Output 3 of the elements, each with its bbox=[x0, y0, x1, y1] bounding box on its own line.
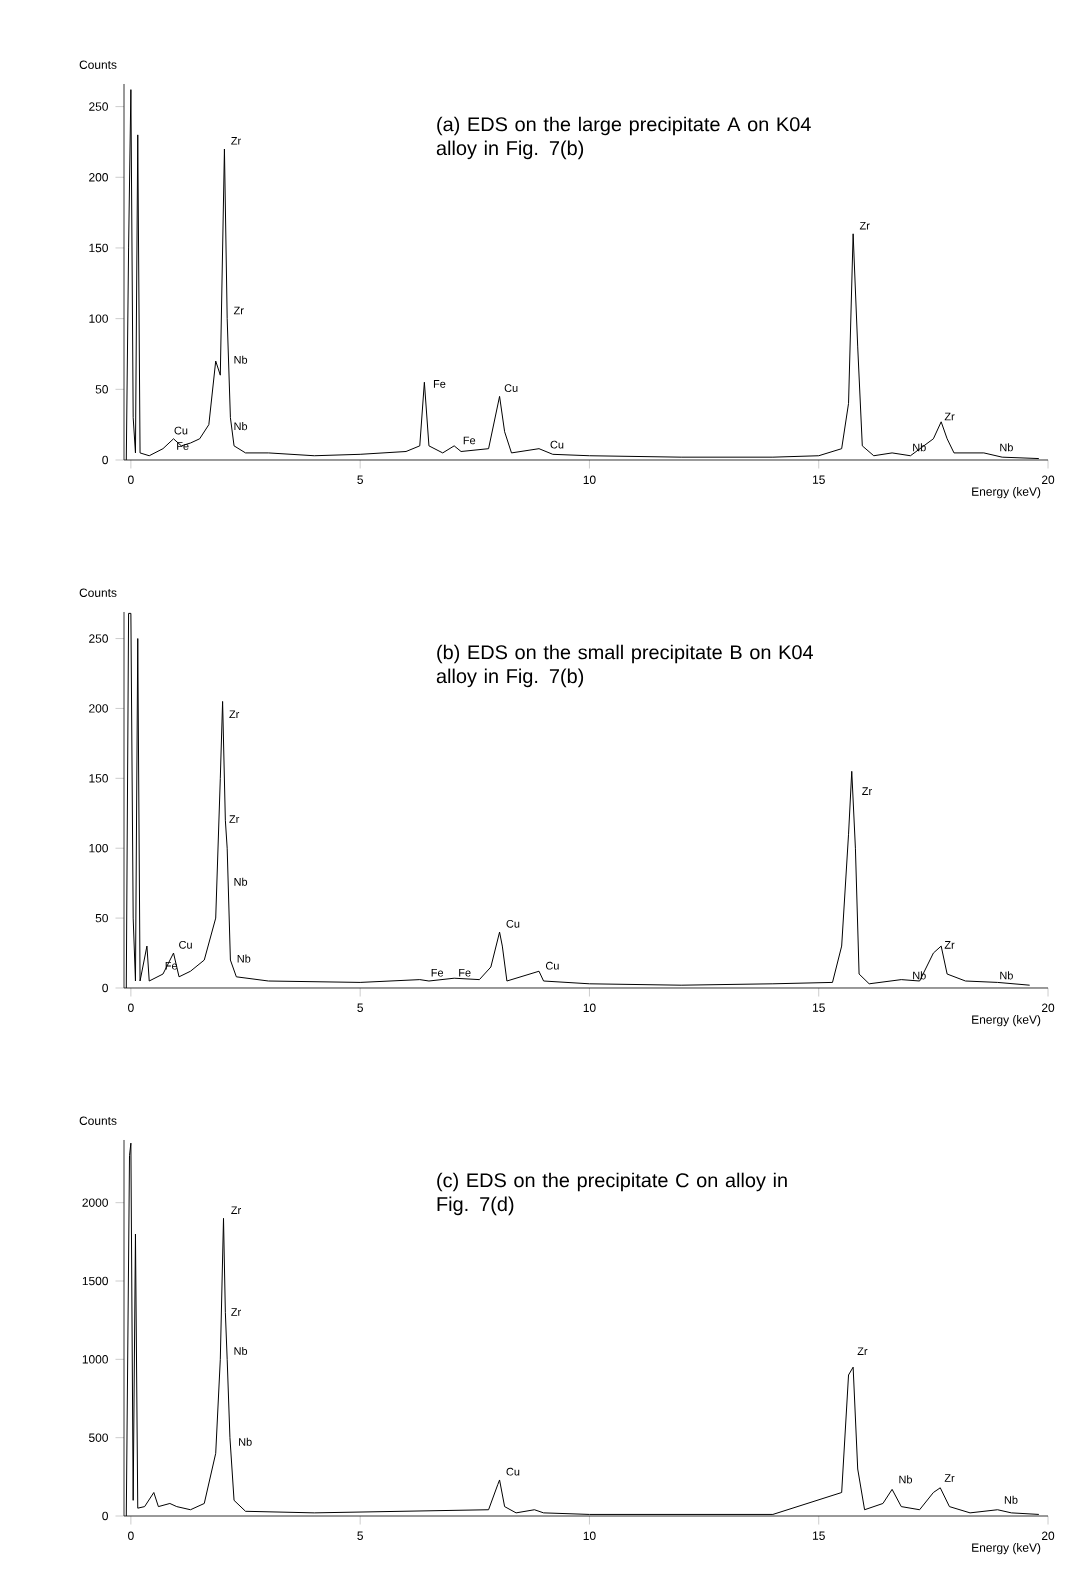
text: (c) EDS on the precipitate C on alloy in Fig. 7(d) bbox=[437, 1172, 787, 1216]
text: (b) EDS on the small precipitate B on K04 alloy in Fig. 7(b) bbox=[436, 644, 813, 688]
text: (a) EDS on the large precipitate A on K04 alloy in Fig. 7(b) bbox=[436, 116, 811, 160]
